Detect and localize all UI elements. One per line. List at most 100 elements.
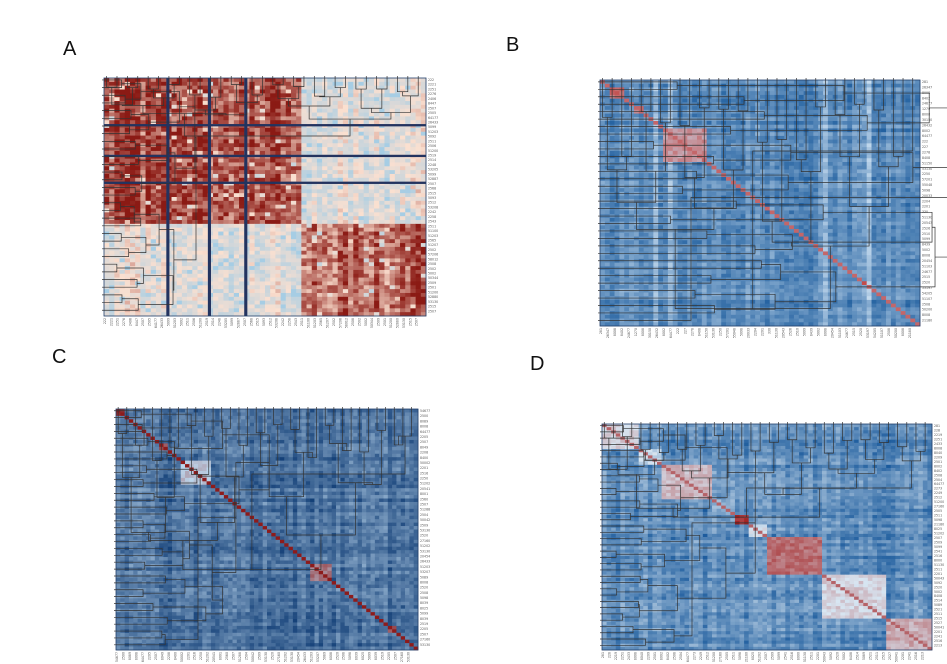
heatmap-cell <box>104 250 110 255</box>
heatmap-cell <box>285 250 292 255</box>
heatmap-cell <box>181 150 188 156</box>
heatmap-cell <box>420 277 427 282</box>
heatmap-cell <box>265 312 271 317</box>
heatmap-cell <box>420 189 427 194</box>
heatmap-cell <box>750 135 756 140</box>
heatmap-cell <box>394 216 401 221</box>
heatmap-cell <box>410 273 416 278</box>
heatmap-cell <box>663 91 669 96</box>
heatmap-cell <box>187 250 193 255</box>
heatmap-cell <box>202 193 209 198</box>
heatmap-cell <box>823 121 829 126</box>
heatmap-cell <box>394 273 401 278</box>
heatmap-cell <box>161 112 167 117</box>
heatmap-cell <box>353 227 359 232</box>
heatmap-cell <box>415 235 422 240</box>
heatmap-cell <box>228 185 235 190</box>
heatmap-cell <box>280 223 287 229</box>
heatmap-cell <box>265 243 271 248</box>
heatmap-cell <box>420 131 427 136</box>
heatmap-cell <box>161 131 167 136</box>
heatmap-cell <box>249 93 255 98</box>
heatmap-cell <box>633 121 640 126</box>
heatmap-cell <box>342 243 349 248</box>
heatmap-cell <box>290 162 297 167</box>
heatmap-cell <box>389 112 396 117</box>
heatmap-cell <box>363 269 370 275</box>
heatmap-cell <box>726 128 732 133</box>
heatmap-cell <box>192 85 198 90</box>
heatmap-cell <box>389 273 396 278</box>
heatmap-cell <box>176 223 183 229</box>
heatmap-cell <box>348 258 354 263</box>
heatmap-cell <box>285 143 292 148</box>
heatmap-cell <box>861 124 868 129</box>
heatmap-cell <box>275 108 281 113</box>
heatmap-cell <box>638 128 644 133</box>
heatmap-cell <box>223 127 229 133</box>
heatmap-cell <box>176 262 183 267</box>
heatmap-cell <box>696 113 703 118</box>
row-tick-label: 2515 <box>428 305 436 309</box>
heatmap-cell <box>895 83 901 88</box>
heatmap-cell <box>316 220 323 225</box>
heatmap-cell <box>813 121 819 126</box>
heatmap-cell <box>233 150 240 156</box>
heatmap-cell <box>861 109 868 114</box>
heatmap-cell <box>389 289 396 294</box>
heatmap-cell <box>420 197 427 202</box>
heatmap-cell <box>140 147 146 152</box>
heatmap-cell <box>296 269 302 275</box>
col-tick-label: 2507 <box>243 318 247 326</box>
heatmap-cell <box>202 212 209 217</box>
heatmap-cell <box>410 189 416 194</box>
heatmap-cell <box>197 273 204 278</box>
heatmap-cell <box>155 258 162 263</box>
heatmap-cell <box>415 101 422 106</box>
heatmap-cell <box>213 258 219 263</box>
heatmap-cell <box>218 304 224 309</box>
heatmap-cell <box>363 185 370 190</box>
col-tick-label: 2276 <box>122 318 126 326</box>
heatmap-cell <box>405 143 411 148</box>
heatmap-cell <box>270 127 276 133</box>
heatmap-cell <box>285 235 292 240</box>
heatmap-cell <box>410 177 416 182</box>
heatmap-cell <box>322 312 328 317</box>
heatmap-cell <box>730 98 737 103</box>
heatmap-cell <box>249 289 255 294</box>
heatmap-cell <box>233 173 240 179</box>
heatmap-cell <box>228 308 235 313</box>
heatmap-cell <box>202 197 209 202</box>
heatmap-cell <box>353 108 359 113</box>
heatmap-cell <box>374 304 380 309</box>
heatmap-cell <box>197 250 204 255</box>
heatmap-cell <box>760 91 766 96</box>
heatmap-cell <box>265 81 271 87</box>
heatmap-cell <box>342 269 349 275</box>
heatmap-cell <box>337 235 344 240</box>
heatmap-cell <box>322 185 328 190</box>
heatmap-cell <box>223 304 229 309</box>
heatmap-cell <box>311 127 318 133</box>
heatmap-cell <box>290 116 297 121</box>
heatmap-cell <box>213 143 219 148</box>
row-tick-label: 2507 <box>428 106 436 110</box>
panel-label-d: D <box>530 353 545 375</box>
heatmap-cell <box>218 208 224 213</box>
heatmap-cell <box>197 143 204 148</box>
heatmap-cell <box>389 177 396 182</box>
heatmap-cell <box>420 89 427 94</box>
heatmap-cell <box>379 304 385 309</box>
heatmap-cell <box>265 273 271 278</box>
heatmap-cell <box>332 208 339 213</box>
heatmap-cell <box>311 143 318 148</box>
heatmap-cell <box>327 281 333 286</box>
heatmap-cell <box>280 177 287 182</box>
heatmap-cell <box>394 147 401 152</box>
heatmap-cell <box>895 124 901 129</box>
heatmap-cell <box>368 116 375 121</box>
heatmap-cell <box>150 292 157 298</box>
heatmap-cell <box>692 87 698 92</box>
heatmap-cell <box>332 189 339 194</box>
